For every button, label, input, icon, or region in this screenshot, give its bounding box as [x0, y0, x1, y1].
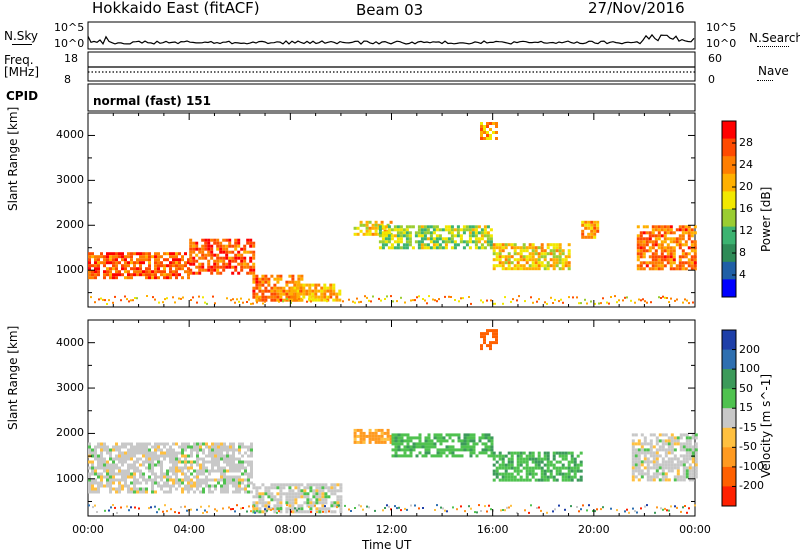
cpid-label: CPID	[6, 89, 39, 103]
power-cbar-tick-label-5: 8	[739, 246, 746, 259]
velocity-cbar-tick-label-5: -50	[739, 440, 757, 454]
power-echo-region-9	[480, 122, 498, 140]
velocity-ground-scatter	[88, 504, 696, 514]
velocity-cbar-swatch-7	[722, 466, 736, 487]
power-cbar-swatch-4	[722, 191, 736, 210]
freq-label: Freq.	[4, 53, 34, 67]
velocity-cbar-tick-label-2: 50	[739, 381, 753, 395]
power-cbar-swatch-0	[722, 121, 736, 140]
date-label: 27/Nov/2016	[588, 0, 685, 17]
power-cbar-swatch-3	[722, 173, 736, 192]
nsky-label: N.Sky	[4, 29, 39, 43]
velocity-echo-region-2	[353, 428, 393, 444]
freq-tick-top: 18	[64, 52, 78, 65]
velocity-ytick-label-0: 4000	[56, 335, 84, 349]
power-cbar-tick-label-2: 20	[739, 180, 753, 193]
power-cbar-tick-label-4: 12	[739, 224, 753, 237]
velocity-cbar-swatch-3	[722, 388, 736, 409]
power-ytick-label-3: 1000	[56, 263, 84, 277]
velocity-cbar-tick-label-3: 15	[739, 401, 753, 415]
power-ytick-label-0: 4000	[56, 128, 84, 142]
velocity-cbar-swatch-8	[722, 486, 736, 507]
power-echo-region-1	[189, 238, 256, 275]
power-colorbar-label: Power [dB]	[759, 186, 773, 252]
velocity-cbar-swatch-4	[722, 408, 736, 429]
velocity-echo-region-0	[88, 442, 253, 494]
velocity-colorbar	[721, 329, 737, 507]
velocity-ytick-label-1: 3000	[56, 381, 84, 395]
power-frame	[87, 112, 696, 308]
nave-label: Nave	[758, 64, 789, 78]
power-cbar-swatch-6	[722, 226, 736, 245]
power-echo-region-8	[636, 225, 697, 271]
power-cbar-swatch-9	[722, 279, 736, 298]
power-cbar-swatch-7	[722, 244, 736, 263]
power-cbar-swatch-2	[722, 156, 736, 175]
nsky-series-line	[87, 33, 695, 45]
freq-unit: [MHz]	[4, 65, 40, 79]
freq-tick-bottom: 8	[64, 73, 71, 86]
velocity-panel	[87, 319, 698, 517]
x-axis-label: Time UT	[362, 538, 412, 552]
cpid-value: normal (fast) 151	[93, 94, 211, 108]
nave-line-key	[757, 80, 773, 81]
velocity-echo-region-5	[631, 433, 698, 482]
velocity-cbar-tick-label-1: 100	[739, 362, 760, 376]
power-ylabel: Slant Range [km]	[6, 106, 20, 211]
power-cbar-swatch-5	[722, 209, 736, 228]
x-tick-label-5: 20:00	[577, 523, 610, 536]
x-tick-label-0: 00:00	[72, 523, 104, 536]
power-cbar-tick-label-6: 4	[739, 268, 746, 281]
power-panel	[87, 112, 697, 308]
x-tick-label-2: 08:00	[274, 523, 307, 536]
velocity-cbar-tick-label-4: -15	[739, 420, 757, 434]
nsky-tick-bottom: 10^0	[54, 37, 85, 50]
power-echo-region-6	[492, 243, 571, 271]
velocity-echo-region-4	[492, 451, 583, 482]
x-tick-label-6: 00:00	[679, 523, 711, 536]
velocity-cbar-swatch-5	[722, 427, 736, 448]
velocity-cbar-swatch-6	[722, 447, 736, 468]
power-echo-region-0	[88, 252, 190, 280]
x-tick-label-1: 04:00	[173, 523, 206, 536]
velocity-cbar-swatch-0	[722, 330, 736, 351]
nsearch-label: N.Search	[749, 31, 800, 45]
velocity-echo-region-6	[480, 329, 498, 351]
cpid-strip-frame	[87, 83, 696, 112]
x-tick-label-3: 12:00	[375, 523, 408, 536]
nsky-strip-frame	[87, 21, 696, 50]
power-cbar-swatch-1	[722, 138, 736, 157]
velocity-ytick-label-2: 2000	[56, 426, 84, 440]
power-ground-scatter	[90, 295, 694, 305]
velocity-cbar-tick-label-0: 200	[739, 342, 760, 356]
velocity-cbar-swatch-2	[722, 369, 736, 390]
nave-tick-bottom: 0	[708, 73, 715, 86]
station-title: Hokkaido East (fitACF)	[92, 0, 260, 17]
velocity-colorbar-label: Velocity [m s^-1]	[759, 373, 773, 478]
power-ytick-label-2: 2000	[56, 218, 84, 232]
nsearch-tick-top: 10^5	[706, 21, 737, 34]
velocity-cbar-tick-label-7: -200	[739, 479, 764, 493]
nsky-tick-top: 10^5	[54, 21, 85, 34]
velocity-cbar-tick-label-6: -100	[739, 459, 764, 473]
power-cbar-tick-label-3: 16	[739, 202, 753, 215]
x-tick-label-4: 16:00	[476, 523, 509, 536]
velocity-ylabel: Slant Range [km]	[6, 325, 20, 430]
velocity-ytick-label-3: 1000	[56, 471, 84, 485]
nsky-line-key	[12, 44, 32, 45]
power-cbar-swatch-8	[722, 261, 736, 280]
beam-label: Beam 03	[356, 1, 424, 19]
nsearch-tick-bottom: 10^0	[706, 37, 737, 50]
power-ytick-label-1: 3000	[56, 173, 84, 187]
velocity-echo-region-3	[391, 433, 494, 458]
power-cbar-tick-label-1: 24	[739, 158, 753, 171]
power-echo-region-7	[581, 220, 600, 239]
power-cbar-tick-label-0: 28	[739, 136, 753, 149]
power-colorbar	[721, 120, 737, 298]
nsearch-line-key	[757, 46, 789, 47]
nave-tick-top: 60	[708, 52, 722, 65]
velocity-cbar-swatch-1	[722, 349, 736, 370]
power-echo-region-5	[378, 225, 493, 250]
